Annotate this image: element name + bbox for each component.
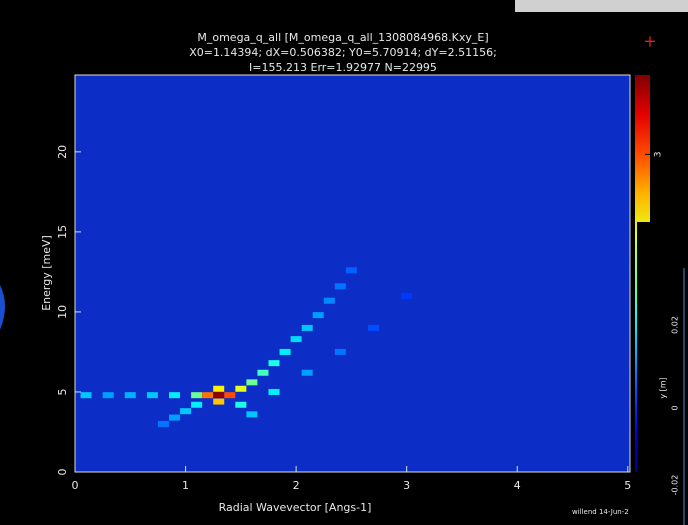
heat-cell (334, 348, 346, 355)
heat-cell (301, 369, 313, 376)
heat-cell (257, 369, 269, 376)
y-tick-label: 20 (56, 145, 69, 159)
heat-cell (169, 392, 181, 399)
heat-cell (301, 324, 313, 331)
heat-cell (213, 385, 225, 392)
y-tick-label: 15 (56, 225, 69, 239)
x-tick-label: 1 (182, 479, 189, 492)
heat-cell (334, 283, 346, 290)
side-tick: 0 (671, 405, 680, 410)
heat-cell (235, 385, 247, 392)
x-tick-label: 5 (624, 479, 631, 492)
y-tick-label: 0 (56, 469, 69, 476)
heat-cell (401, 292, 413, 299)
heat-cell (213, 398, 225, 405)
heat-cell (157, 420, 169, 427)
back-window (515, 0, 688, 12)
x-tick-label: 0 (72, 479, 79, 492)
heat-cell (191, 392, 203, 399)
chart-title: I=155.213 Err=1.92977 N=22995 (249, 61, 437, 74)
back-shape (0, 285, 5, 330)
heat-cell (268, 360, 280, 367)
heat-cell (268, 388, 280, 395)
x-tick-label: 2 (293, 479, 300, 492)
side-axis-label: y [m] (659, 377, 668, 398)
cursor-cross: + (643, 32, 656, 51)
side-window (637, 222, 688, 525)
heat-cell (235, 401, 247, 408)
colorbar-tick-label: 3 (654, 152, 664, 158)
heat-cell (124, 392, 136, 399)
heat-cell (246, 411, 258, 418)
x-tick-label: 4 (514, 479, 521, 492)
heat-cell (368, 324, 380, 331)
signature: willend 14-Jun-2 (572, 508, 629, 516)
heat-cell (224, 392, 236, 399)
heat-cell (213, 392, 225, 399)
y-axis-label: Energy [meV] (40, 235, 53, 311)
chart-title: X0=1.14394; dX=0.506382; Y0=5.70914; dY=… (189, 46, 497, 59)
side-tick: 0.02 (671, 316, 680, 334)
y-tick-label: 5 (56, 388, 69, 395)
heat-cell (323, 297, 335, 304)
heat-cell (169, 414, 181, 421)
heat-cell (191, 401, 203, 408)
chart-title: M_omega_q_all [M_omega_q_all_1308084968.… (197, 31, 488, 44)
x-tick-label: 3 (403, 479, 410, 492)
heat-cell (202, 392, 214, 399)
plot-area (75, 75, 630, 472)
heat-cell (290, 336, 302, 343)
plot-frame (74, 74, 631, 473)
heat-cell (180, 408, 192, 415)
heat-cell (80, 392, 92, 399)
heat-cell (279, 348, 291, 355)
heat-cell (312, 312, 324, 319)
heat-cell (102, 392, 114, 399)
y-tick-label: 10 (56, 305, 69, 319)
heat-cell (345, 267, 357, 274)
side-tick: -0.02 (671, 475, 680, 496)
x-axis-label: Radial Wavevector [Angs-1] (219, 501, 372, 514)
heat-cell (146, 392, 158, 399)
heat-cell (246, 379, 258, 386)
